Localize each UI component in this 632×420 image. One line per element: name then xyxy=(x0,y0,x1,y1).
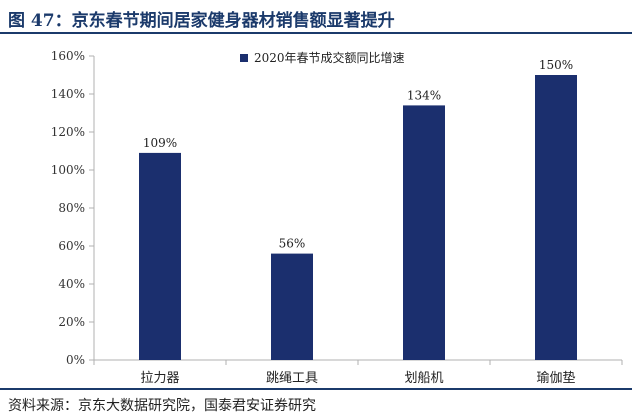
y-tick-label: 140% xyxy=(51,87,85,101)
y-tick-label: 20% xyxy=(58,315,85,329)
legend-entry: 2020年春节成交额同比增速 xyxy=(254,50,405,65)
bar xyxy=(403,105,445,361)
bar xyxy=(139,152,181,360)
bar-value-label: 56% xyxy=(279,237,306,251)
title-bar: 图 47：京东春节期间居家健身器材销售额显著提升 xyxy=(0,0,632,34)
y-tick-label: 0% xyxy=(66,353,85,367)
y-tick-label: 80% xyxy=(58,201,85,215)
source-note: 资料来源：京东大数据研究院，国泰君安证券研究 xyxy=(8,398,316,414)
x-tick-label: 跳绳工具 xyxy=(266,371,318,386)
y-tick-label: 40% xyxy=(58,277,85,291)
x-tick-label: 拉力器 xyxy=(140,371,179,386)
y-tick-label: 120% xyxy=(51,125,85,139)
chart-title: 图 47：京东春节期间居家健身器材销售额显著提升 xyxy=(8,11,395,31)
bar-value-label: 150% xyxy=(539,58,573,72)
bar xyxy=(271,253,313,360)
x-tick-label: 划船机 xyxy=(404,371,443,386)
source-bar: 资料来源：京东大数据研究院，国泰君安证券研究 xyxy=(0,388,632,420)
y-tick-label: 100% xyxy=(51,163,85,177)
x-tick-label: 瑜伽垫 xyxy=(536,370,575,386)
bar xyxy=(535,75,577,360)
y-tick-label: 60% xyxy=(58,239,85,253)
bar-value-label: 109% xyxy=(143,136,177,150)
chart-area: 0% 20% 40% 60% 80% 100% 120% 140% 160% 109% 拉力器 56%… xyxy=(0,34,632,388)
y-tick-label: 160% xyxy=(51,49,85,63)
legend-swatch xyxy=(240,54,248,62)
bar-value-label: 134% xyxy=(407,88,441,102)
bar-chart: 0% 20% 40% 60% 80% 100% 120% 140% 160% 109% 拉力器 56%… xyxy=(51,49,623,386)
